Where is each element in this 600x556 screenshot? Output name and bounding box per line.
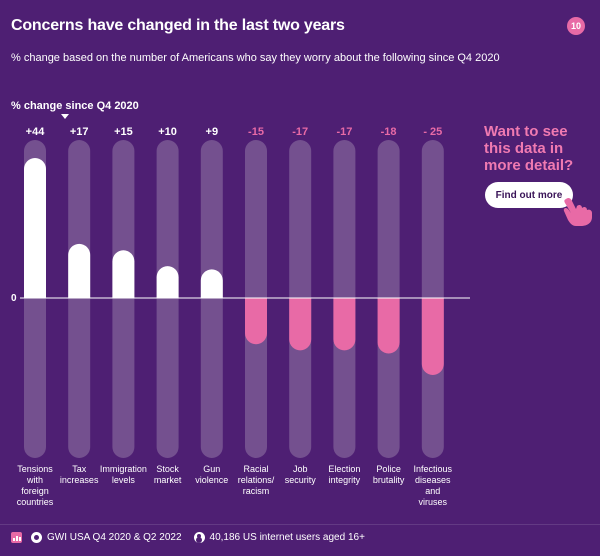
category-label: Tensions with foreign countries bbox=[17, 464, 54, 507]
track-bar bbox=[200, 140, 223, 458]
category-label: Infectious diseases and viruses bbox=[414, 464, 453, 507]
y-axis-label: % change since Q4 2020 bbox=[11, 100, 139, 112]
data-label: +44 bbox=[26, 126, 46, 138]
data-label: +15 bbox=[114, 126, 133, 138]
bar bbox=[333, 298, 356, 351]
gwi-logo-icon bbox=[11, 532, 22, 543]
category-label: Immigration levels bbox=[100, 464, 147, 485]
footer-divider bbox=[0, 524, 600, 525]
bar bbox=[421, 298, 444, 376]
track-bar bbox=[68, 140, 91, 458]
pointing-hand-icon bbox=[563, 197, 592, 226]
page-number-badge: 10 bbox=[567, 17, 585, 35]
category-label: Racial relations/racism bbox=[238, 464, 275, 496]
category-label: Gun violence bbox=[195, 464, 228, 485]
category-label: Stock market bbox=[154, 464, 182, 485]
source-icon bbox=[31, 532, 42, 543]
bar bbox=[377, 298, 400, 354]
data-label: -18 bbox=[381, 126, 397, 138]
data-label: -17 bbox=[292, 126, 308, 138]
chart-subtitle: % change based on the number of American… bbox=[11, 52, 500, 64]
category-label: Job security bbox=[285, 464, 317, 485]
data-label: +17 bbox=[70, 126, 89, 138]
footer-sample: 40,186 US internet users aged 16+ bbox=[209, 532, 365, 543]
data-label: +9 bbox=[206, 126, 219, 138]
category-label: Election integrity bbox=[328, 464, 360, 485]
data-label: - 25 bbox=[423, 126, 442, 138]
bar bbox=[24, 158, 46, 298]
bar bbox=[245, 298, 267, 345]
caret-down-icon bbox=[61, 114, 69, 119]
data-label: -15 bbox=[248, 126, 264, 138]
zero-tick-label: 0 bbox=[11, 293, 17, 304]
category-label: Tax increases bbox=[60, 464, 99, 485]
bar bbox=[68, 243, 91, 298]
category-label: Police brutality bbox=[373, 464, 405, 485]
find-out-more-button[interactable]: Find out more bbox=[485, 182, 573, 208]
data-label: -17 bbox=[336, 126, 352, 138]
chart-title: Concerns have changed in the last two ye… bbox=[11, 17, 345, 34]
footer: GWI USA Q4 2020 & Q2 2022 40,186 US inte… bbox=[11, 532, 365, 543]
track-bar bbox=[112, 140, 135, 458]
cta-text: Want to see this data in more detail? bbox=[484, 123, 574, 174]
footer-source: GWI USA Q4 2020 & Q2 2022 bbox=[47, 532, 182, 543]
bar bbox=[112, 250, 135, 298]
bar-chart: +44 Tensions with foreign countries +17 Tax inc… bbox=[11, 126, 470, 507]
data-label: +10 bbox=[158, 126, 177, 138]
bar bbox=[156, 266, 179, 298]
bar bbox=[289, 298, 312, 351]
bar bbox=[200, 269, 223, 298]
track-bar bbox=[156, 140, 179, 458]
people-icon bbox=[193, 532, 205, 543]
